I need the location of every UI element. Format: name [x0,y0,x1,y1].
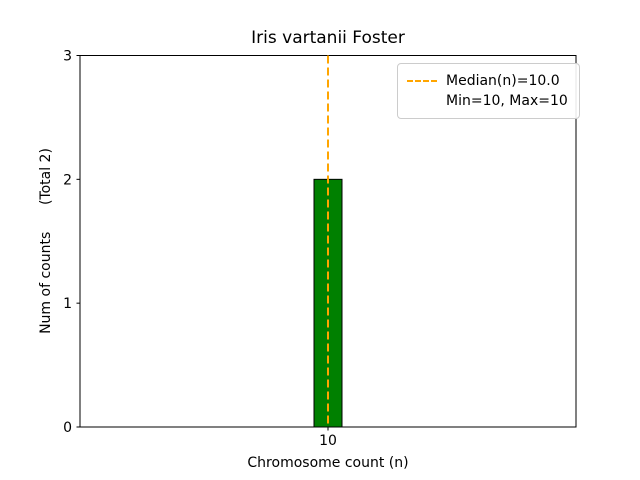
x-tick-label: 10 [319,433,337,449]
x-axis-label: Chromosome count (n) [247,455,409,471]
legend-entry-minmax: Min=10, Max=10 [407,91,568,111]
chart-title: Iris vartanii Foster [251,28,405,48]
median-line-sample-icon [407,80,437,82]
y-tick-label: 1 [63,296,72,312]
legend-median-label: Median(n)=10.0 [446,73,560,89]
legend-entry-median: Median(n)=10.0 [407,71,568,91]
y-tick-label: 2 [63,172,72,188]
y-tick-label: 0 [63,420,72,436]
y-axis-label: Num of counts (Total 2) [38,148,54,334]
legend: Median(n)=10.0 Min=10, Max=10 [397,63,580,119]
legend-minmax-label: Min=10, Max=10 [446,93,568,109]
y-tick-label: 3 [63,49,72,65]
